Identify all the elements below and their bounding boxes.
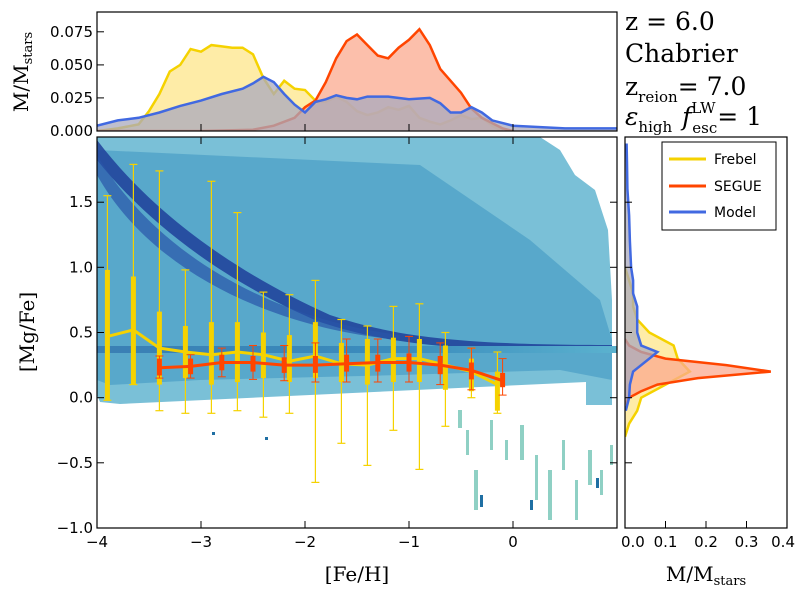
legend-item-frebel: Frebel [669, 152, 757, 168]
main-y-tick-label-4: 1.0 [69, 258, 93, 276]
model-density-core [97, 150, 612, 385]
model-density-map [97, 137, 617, 520]
legend-item-model: Model [669, 205, 756, 221]
main-x-tick-label-1: −3 [190, 533, 212, 551]
top-y-tick-label-2: 0.050 [50, 56, 93, 74]
main-x-ticks: −4 −3 −2 −1 0 [86, 137, 518, 551]
main-y-tick-label-1: −0.5 [57, 454, 93, 472]
top-plot-frame [96, 11, 618, 132]
right-histogram-series [625, 143, 771, 438]
top-y-tick-label-1: 0.025 [50, 89, 93, 107]
segue-box-9 [437, 356, 443, 375]
segue-box-3 [250, 356, 256, 372]
main-y-tick-label-0: −1.0 [57, 519, 93, 537]
right-x-tick-label-3: 0.3 [735, 533, 759, 551]
right-x-tick-label-4: 0.4 [771, 533, 795, 551]
model-scatter-tail [458, 410, 613, 520]
segue-box-2 [219, 354, 225, 371]
redshift-label: z = 6.0 [625, 7, 715, 36]
segue-median-line [159, 361, 504, 383]
top-y-axis-label: M/Mstars [9, 32, 36, 112]
top-histogram-series [97, 27, 617, 131]
right-hist-line-model [625, 143, 660, 412]
main-x-axis-label: [Fe/H] [325, 562, 389, 586]
right-histogram-panel: 0.0 0.1 0.2 0.3 0.4 M/Mstars Frebel SEGUE Mo… [621, 136, 795, 589]
main-x-tick-label-3: −1 [398, 533, 420, 551]
legend-item-segue: SEGUE [669, 179, 762, 195]
segue-points [156, 353, 506, 388]
frebel-box-7 [286, 335, 292, 382]
model-parameters: z = 6.0 Chabrier zreion= 7.0 εhigh fLW esc… [625, 7, 762, 137]
top-histogram-panel: 0.000 0.025 0.050 0.075 M/Mstars [9, 11, 618, 140]
legend-label-model: Model [714, 205, 756, 221]
frebel-box-13 [442, 345, 448, 390]
imf-label: Chabrier [625, 39, 738, 68]
segue-box-10 [468, 362, 474, 380]
top-hist-line-model [97, 75, 617, 130]
legend: Frebel SEGUE Model [661, 141, 777, 231]
frebel-box-15 [494, 371, 500, 411]
reionization-label: zreion= 7.0 [625, 72, 746, 106]
top-y-tick-label-0: 0.000 [50, 122, 93, 140]
segue-box-11 [500, 372, 506, 388]
right-x-tick-label-2: 0.2 [694, 533, 718, 551]
frebel-box-12 [416, 339, 422, 382]
right-x-tick-label-1: 0.1 [654, 533, 678, 551]
segue-box-0 [156, 358, 162, 376]
model-scatter-tail-dark [212, 432, 599, 510]
legend-label-frebel: Frebel [714, 152, 757, 168]
right-hist-fill-segue [625, 339, 771, 405]
main-y-ticks: −1.0 −0.5 0.0 0.5 1.0 1.5 [57, 193, 617, 537]
segue-box-6 [344, 354, 350, 372]
main-y-tick-label-3: 0.5 [69, 324, 93, 342]
segue-box-7 [375, 354, 381, 372]
main-y-tick-label-5: 1.5 [69, 193, 93, 211]
top-y-tick-label-3: 0.075 [50, 23, 93, 41]
right-y-tick-marks [625, 201, 632, 529]
segue-box-5 [312, 356, 318, 373]
right-x-tick-label-0: 0.0 [621, 533, 645, 551]
frebel-median-line [107, 328, 499, 386]
main-y-axis-label: [Mg/Fe] [15, 292, 39, 372]
legend-label-segue: SEGUE [714, 179, 762, 195]
model-plateau-band [97, 346, 617, 353]
right-x-axis-label: M/Mstars [666, 562, 746, 589]
top-x-tick-marks [96, 124, 514, 131]
model-high-density-ridge [97, 140, 612, 352]
top-y-ticks: 0.000 0.025 0.050 0.075 [50, 23, 104, 140]
main-x-tick-label-2: −2 [294, 533, 316, 551]
main-y-tick-label-2: 0.0 [69, 389, 93, 407]
feedback-parameters-label: εhigh fLW esc= 1 [625, 99, 762, 137]
right-x-ticks: 0.0 0.1 0.2 0.3 0.4 [621, 521, 795, 551]
segue-box-4 [281, 357, 287, 373]
main-x-tick-label-4: 0 [508, 533, 518, 551]
segue-box-1 [188, 358, 194, 375]
main-panel: −4 −3 −2 −1 0 −1.0 −0.5 0.0 0.5 1.0 1.5 [Fe/H] [M… [15, 136, 618, 586]
segue-box-8 [406, 353, 412, 372]
main-x-tick-label-0: −4 [86, 533, 108, 551]
right-hist-fill-model [625, 143, 658, 411]
